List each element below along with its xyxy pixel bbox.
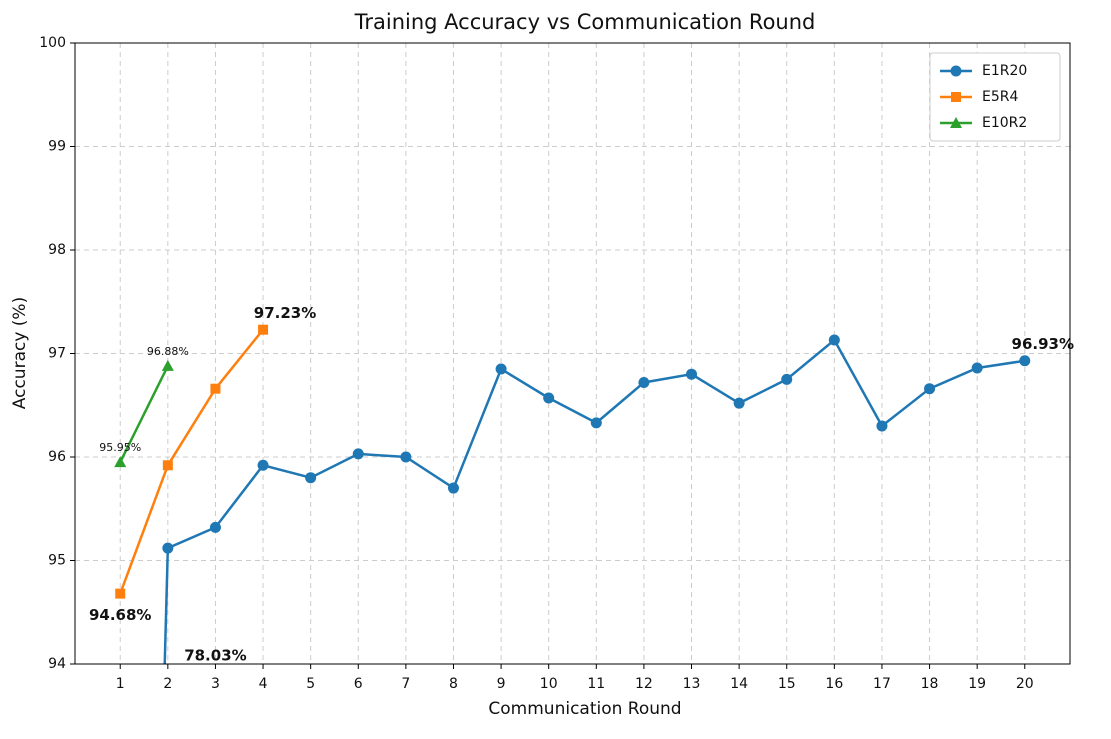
- legend-label: E5R4: [982, 89, 1018, 105]
- marker: [162, 460, 173, 471]
- y-tick-label: 98: [48, 242, 66, 258]
- y-tick-label: 97: [48, 346, 66, 362]
- marker: [257, 459, 269, 471]
- x-tick-label: 19: [968, 676, 986, 692]
- x-tick-label: 9: [497, 676, 506, 692]
- marker: [258, 324, 269, 335]
- legend: E1R20 E5R4 E10R2: [929, 52, 1061, 142]
- x-tick-label: 4: [259, 676, 268, 692]
- x-tick-label: 15: [778, 676, 796, 692]
- data-label: 96.88%: [147, 345, 189, 358]
- marker: [210, 383, 221, 394]
- marker: [876, 420, 888, 432]
- marker: [352, 448, 364, 460]
- plot-area: [114, 324, 1031, 664]
- x-tick-label: 20: [1016, 676, 1034, 692]
- marker: [1019, 355, 1031, 367]
- plot-frame: [74, 42, 1071, 665]
- legend-box: [929, 52, 1061, 142]
- marker: [495, 363, 507, 375]
- data-label: 78.03%: [184, 647, 246, 665]
- marker: [114, 456, 127, 468]
- marker: [543, 392, 555, 404]
- x-tick-label: 1: [116, 676, 125, 692]
- marker: [781, 373, 793, 385]
- marker: [950, 65, 962, 77]
- x-axis-label: Communication Round: [488, 699, 681, 719]
- x-tick-label: 11: [587, 676, 605, 692]
- labels: 78.03% 96.93% 94.68% 97.23% 95.95% 96.88%: [89, 304, 1074, 664]
- marker: [305, 472, 317, 484]
- data-label: 96.93%: [1012, 335, 1074, 353]
- marker: [951, 92, 961, 102]
- series-line: [119, 365, 169, 463]
- marker: [590, 417, 602, 429]
- data-label: 95.95%: [99, 441, 141, 454]
- legend-label: E1R20: [982, 63, 1027, 79]
- x-tick-label: 10: [540, 676, 558, 692]
- marker: [209, 521, 221, 533]
- marker: [828, 334, 840, 346]
- marker: [638, 376, 650, 388]
- marker: [733, 397, 745, 409]
- x-tick-label: 16: [825, 676, 843, 692]
- x-tick-label: 13: [683, 676, 701, 692]
- x-tick-label: 6: [354, 676, 363, 692]
- marker: [971, 362, 983, 374]
- marker: [686, 368, 698, 380]
- y-tick-label: 96: [48, 449, 66, 465]
- y-tick-label: 94: [48, 656, 66, 672]
- marker: [161, 359, 174, 371]
- x-tick-label: 17: [873, 676, 891, 692]
- x-tick-label: 3: [211, 676, 220, 692]
- x-tick-label: 7: [401, 676, 410, 692]
- y-tick-label: 99: [48, 139, 66, 155]
- x-tick-label: 2: [163, 676, 172, 692]
- y-tick-label: 100: [39, 35, 66, 51]
- series-line: [163, 338, 1025, 664]
- marker: [950, 117, 962, 128]
- data-label: 97.23%: [254, 304, 316, 322]
- marker: [115, 588, 126, 599]
- chart-title: Training Accuracy vs Communication Round: [354, 10, 816, 34]
- x-tick-label: 18: [921, 676, 939, 692]
- y-axis-label: Accuracy (%): [10, 297, 30, 409]
- marker: [400, 451, 412, 463]
- marker: [162, 542, 174, 554]
- data-label: 94.68%: [89, 606, 151, 624]
- x-tick-label: 14: [730, 676, 748, 692]
- x-tick-label: 8: [449, 676, 458, 692]
- y-tick-label: 95: [48, 553, 66, 569]
- series-line: [119, 328, 265, 595]
- legend-label: E10R2: [982, 115, 1027, 131]
- marker: [924, 383, 936, 395]
- marker: [447, 482, 459, 494]
- x-tick-label: 12: [635, 676, 653, 692]
- x-tick-label: 5: [306, 676, 315, 692]
